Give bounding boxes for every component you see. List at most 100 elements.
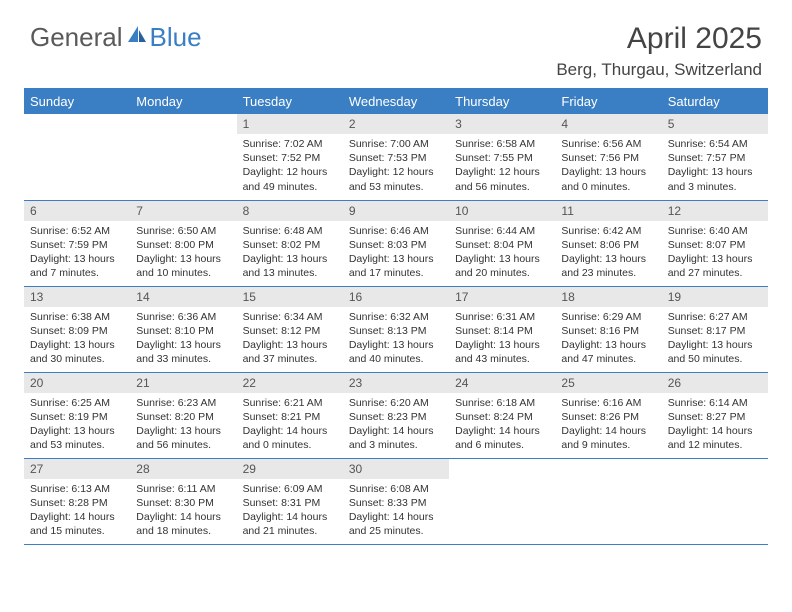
sunrise-line: Sunrise: 6:25 AM xyxy=(30,396,124,410)
daylight-line: Daylight: 13 hours and 43 minutes. xyxy=(455,338,549,366)
daylight-line: Daylight: 12 hours and 49 minutes. xyxy=(243,165,337,193)
header: General Blue April 2025 Berg, Thurgau, S… xyxy=(0,0,792,88)
day-number: 7 xyxy=(130,201,236,221)
sunrise-line: Sunrise: 6:20 AM xyxy=(349,396,443,410)
daylight-line: Daylight: 13 hours and 40 minutes. xyxy=(349,338,443,366)
sunrise-line: Sunrise: 6:16 AM xyxy=(561,396,655,410)
day-content: Sunrise: 6:14 AMSunset: 8:27 PMDaylight:… xyxy=(662,393,768,457)
day-content: Sunrise: 6:52 AMSunset: 7:59 PMDaylight:… xyxy=(24,221,130,285)
daylight-line: Daylight: 14 hours and 3 minutes. xyxy=(349,424,443,452)
calendar-day-cell: 17Sunrise: 6:31 AMSunset: 8:14 PMDayligh… xyxy=(449,286,555,372)
day-content: Sunrise: 6:46 AMSunset: 8:03 PMDaylight:… xyxy=(343,221,449,285)
daylight-line: Daylight: 13 hours and 20 minutes. xyxy=(455,252,549,280)
sunset-line: Sunset: 8:21 PM xyxy=(243,410,337,424)
sunrise-line: Sunrise: 7:00 AM xyxy=(349,137,443,151)
calendar-day-cell: 7Sunrise: 6:50 AMSunset: 8:00 PMDaylight… xyxy=(130,200,236,286)
calendar-empty-cell xyxy=(130,114,236,200)
sunset-line: Sunset: 8:17 PM xyxy=(668,324,762,338)
day-number: 26 xyxy=(662,373,768,393)
sunset-line: Sunset: 8:30 PM xyxy=(136,496,230,510)
calendar-empty-cell xyxy=(24,114,130,200)
day-number: 1 xyxy=(237,114,343,134)
day-number: 30 xyxy=(343,459,449,479)
daylight-line: Daylight: 14 hours and 0 minutes. xyxy=(243,424,337,452)
sunrise-line: Sunrise: 6:27 AM xyxy=(668,310,762,324)
sunset-line: Sunset: 7:53 PM xyxy=(349,151,443,165)
sunset-line: Sunset: 7:52 PM xyxy=(243,151,337,165)
title-block: April 2025 Berg, Thurgau, Switzerland xyxy=(556,22,762,80)
calendar-day-cell: 12Sunrise: 6:40 AMSunset: 8:07 PMDayligh… xyxy=(662,200,768,286)
calendar-day-cell: 4Sunrise: 6:56 AMSunset: 7:56 PMDaylight… xyxy=(555,114,661,200)
calendar-day-cell: 27Sunrise: 6:13 AMSunset: 8:28 PMDayligh… xyxy=(24,458,130,544)
sunset-line: Sunset: 8:12 PM xyxy=(243,324,337,338)
calendar-empty-cell xyxy=(555,458,661,544)
day-number: 11 xyxy=(555,201,661,221)
day-content: Sunrise: 6:42 AMSunset: 8:06 PMDaylight:… xyxy=(555,221,661,285)
day-content: Sunrise: 6:36 AMSunset: 8:10 PMDaylight:… xyxy=(130,307,236,371)
day-number: 28 xyxy=(130,459,236,479)
daylight-line: Daylight: 14 hours and 6 minutes. xyxy=(455,424,549,452)
daylight-line: Daylight: 13 hours and 0 minutes. xyxy=(561,165,655,193)
calendar-day-cell: 20 Sunrise: 6:25 AMSunset: 8:19 PMDayligh… xyxy=(24,372,130,458)
day-number: 23 xyxy=(343,373,449,393)
sunset-line: Sunset: 8:10 PM xyxy=(136,324,230,338)
day-content: Sunrise: 6:11 AMSunset: 8:30 PMDaylight:… xyxy=(130,479,236,543)
sunset-line: Sunset: 8:04 PM xyxy=(455,238,549,252)
sunset-line: Sunset: 8:28 PM xyxy=(30,496,124,510)
day-number: 14 xyxy=(130,287,236,307)
sunset-line: Sunset: 8:13 PM xyxy=(349,324,443,338)
sunset-line: Sunset: 8:19 PM xyxy=(30,410,124,424)
calendar-day-cell: 11Sunrise: 6:42 AMSunset: 8:06 PMDayligh… xyxy=(555,200,661,286)
daylight-line: Daylight: 13 hours and 53 minutes. xyxy=(30,424,124,452)
sunset-line: Sunset: 8:31 PM xyxy=(243,496,337,510)
calendar-day-cell: 6Sunrise: 6:52 AMSunset: 7:59 PMDaylight… xyxy=(24,200,130,286)
calendar-day-cell: 29Sunrise: 6:09 AMSunset: 8:31 PMDayligh… xyxy=(237,458,343,544)
day-number: 4 xyxy=(555,114,661,134)
sunset-line: Sunset: 8:03 PM xyxy=(349,238,443,252)
day-number: 3 xyxy=(449,114,555,134)
calendar-day-cell: 22Sunrise: 6:21 AMSunset: 8:21 PMDayligh… xyxy=(237,372,343,458)
day-number: 20 xyxy=(24,373,130,393)
calendar-week-row: 6Sunrise: 6:52 AMSunset: 7:59 PMDaylight… xyxy=(24,200,768,286)
day-content: Sunrise: 6:50 AMSunset: 8:00 PMDaylight:… xyxy=(130,221,236,285)
day-number: 6 xyxy=(24,201,130,221)
daylight-line: Daylight: 12 hours and 56 minutes. xyxy=(455,165,549,193)
daylight-line: Daylight: 13 hours and 13 minutes. xyxy=(243,252,337,280)
day-content: Sunrise: 6:23 AMSunset: 8:20 PMDaylight:… xyxy=(130,393,236,457)
calendar-day-cell: 14Sunrise: 6:36 AMSunset: 8:10 PMDayligh… xyxy=(130,286,236,372)
day-content: Sunrise: 6:34 AMSunset: 8:12 PMDaylight:… xyxy=(237,307,343,371)
day-content: Sunrise: 6:16 AMSunset: 8:26 PMDaylight:… xyxy=(555,393,661,457)
day-number: 10 xyxy=(449,201,555,221)
sunset-line: Sunset: 7:59 PM xyxy=(30,238,124,252)
day-number: 24 xyxy=(449,373,555,393)
sunrise-line: Sunrise: 6:18 AM xyxy=(455,396,549,410)
sunset-line: Sunset: 7:56 PM xyxy=(561,151,655,165)
weekday-header: Wednesday xyxy=(343,89,449,114)
sunset-line: Sunset: 8:00 PM xyxy=(136,238,230,252)
day-number: 25 xyxy=(555,373,661,393)
calendar-week-row: 13Sunrise: 6:38 AMSunset: 8:09 PMDayligh… xyxy=(24,286,768,372)
daylight-line: Daylight: 13 hours and 7 minutes. xyxy=(30,252,124,280)
daylight-line: Daylight: 13 hours and 3 minutes. xyxy=(668,165,762,193)
calendar-day-cell: 3Sunrise: 6:58 AMSunset: 7:55 PMDaylight… xyxy=(449,114,555,200)
sunset-line: Sunset: 8:02 PM xyxy=(243,238,337,252)
sail-icon xyxy=(126,22,148,53)
calendar-day-cell: 10Sunrise: 6:44 AMSunset: 8:04 PMDayligh… xyxy=(449,200,555,286)
day-content: Sunrise: 6:09 AMSunset: 8:31 PMDaylight:… xyxy=(237,479,343,543)
sunrise-line: Sunrise: 6:42 AM xyxy=(561,224,655,238)
sunrise-line: Sunrise: 6:23 AM xyxy=(136,396,230,410)
calendar-day-cell: 13Sunrise: 6:38 AMSunset: 8:09 PMDayligh… xyxy=(24,286,130,372)
sunrise-line: Sunrise: 6:48 AM xyxy=(243,224,337,238)
calendar-body: 1Sunrise: 7:02 AMSunset: 7:52 PMDaylight… xyxy=(24,114,768,544)
calendar-day-cell: 15Sunrise: 6:34 AMSunset: 8:12 PMDayligh… xyxy=(237,286,343,372)
sunrise-line: Sunrise: 6:08 AM xyxy=(349,482,443,496)
day-number: 5 xyxy=(662,114,768,134)
sunrise-line: Sunrise: 6:14 AM xyxy=(668,396,762,410)
daylight-line: Daylight: 13 hours and 27 minutes. xyxy=(668,252,762,280)
sunset-line: Sunset: 7:57 PM xyxy=(668,151,762,165)
weekday-header-row: SundayMondayTuesdayWednesdayThursdayFrid… xyxy=(24,89,768,114)
sunrise-line: Sunrise: 6:40 AM xyxy=(668,224,762,238)
day-content: Sunrise: 6:58 AMSunset: 7:55 PMDaylight:… xyxy=(449,134,555,198)
sunset-line: Sunset: 8:33 PM xyxy=(349,496,443,510)
calendar-day-cell: 30Sunrise: 6:08 AMSunset: 8:33 PMDayligh… xyxy=(343,458,449,544)
